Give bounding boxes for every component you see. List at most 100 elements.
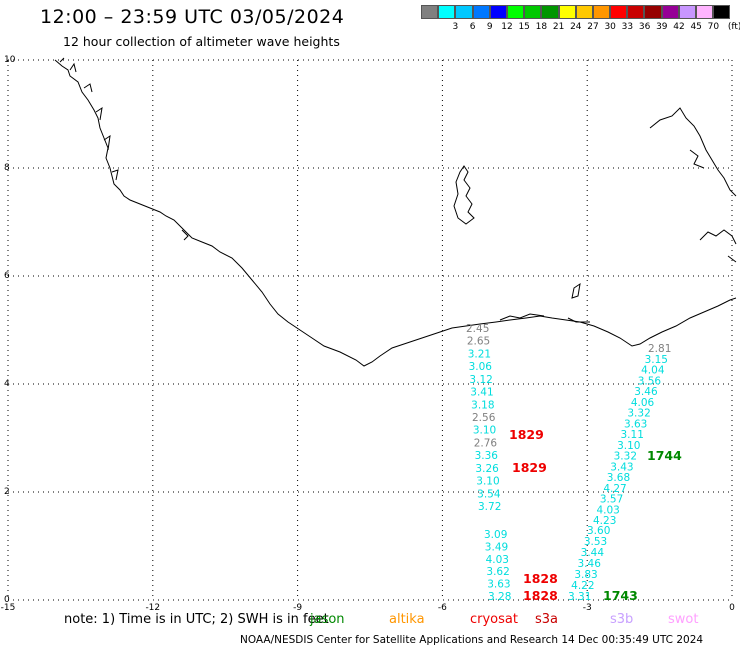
pass-time-label: 1828 xyxy=(523,588,558,603)
legend-swatch xyxy=(541,5,559,19)
legend-label: 45 xyxy=(690,22,702,32)
satellite-legend-altika: altika xyxy=(389,612,425,627)
swh-value-label: 3.43 xyxy=(610,461,633,473)
swh-value-label: 3.36 xyxy=(475,450,499,462)
pass-time-label: 1744 xyxy=(647,448,682,463)
x-tick-label: -15 xyxy=(1,603,16,613)
x-tick-label: -9 xyxy=(293,603,302,613)
legend-swatch xyxy=(678,5,696,19)
swh-value-label: 4.03 xyxy=(596,504,619,516)
legend-label: 70 xyxy=(707,22,720,32)
y-tick-label: 10 xyxy=(4,55,16,65)
swh-value-label: 3.62 xyxy=(486,566,509,578)
satellite-legend-jason: jason xyxy=(310,612,345,627)
legend-label: 18 xyxy=(535,22,548,32)
swh-value-label: 3.56 xyxy=(638,375,662,387)
swh-value-label: 2.76 xyxy=(474,437,498,449)
legend-label: 27 xyxy=(587,22,599,32)
x-tick-label: 0 xyxy=(729,603,735,613)
altimeter-tracks: 2.452.653.213.063.123.413.182.563.102.76… xyxy=(466,323,671,603)
legend-label: 15 xyxy=(518,22,530,32)
legend-swatch xyxy=(421,5,439,19)
swh-value-label: 3.83 xyxy=(574,569,597,581)
coastline-detail xyxy=(59,57,590,323)
legend-swatch xyxy=(627,5,645,19)
legend-swatch xyxy=(575,5,593,19)
legend-label: 6 xyxy=(469,22,476,32)
swh-value-label: 3.44 xyxy=(581,547,605,559)
swh-value-label: 4.04 xyxy=(641,365,665,377)
legend-swatches xyxy=(421,5,731,19)
footnote: note: 1) Time is in UTC; 2) SWH is in fe… xyxy=(64,612,329,627)
legend-label: 21 xyxy=(552,22,565,32)
satellite-legend-s3a: s3a xyxy=(535,612,559,627)
swh-value-label: 4.22 xyxy=(571,580,594,592)
swh-value-label: 3.63 xyxy=(487,579,510,591)
legend-label: 24 xyxy=(570,22,582,32)
swh-value-label: 2.45 xyxy=(466,323,489,335)
legend-label: 33 xyxy=(621,22,634,32)
legend-swatch xyxy=(455,5,473,19)
swh-value-label: 3.49 xyxy=(485,541,508,553)
x-tick-label: -12 xyxy=(145,603,160,613)
chart-subtitle: 12 hour collection of altimeter wave hei… xyxy=(63,34,340,49)
satellite-legend-cryosat: cryosat xyxy=(470,612,518,627)
legend-label: 36 xyxy=(638,22,651,32)
legend-swatch xyxy=(696,5,714,19)
swh-value-label: 3.53 xyxy=(584,536,607,548)
satellite-legend-s3b: s3b xyxy=(610,612,634,627)
legend-swatch xyxy=(713,5,731,19)
swh-value-label: 3.31 xyxy=(568,591,591,603)
legend-swatch xyxy=(524,5,542,19)
legend-swatch xyxy=(610,5,628,19)
northeast-coast xyxy=(649,107,737,263)
x-axis-ticks: -15 -12 -9 -6 -3 0 xyxy=(1,603,735,613)
legend-swatch xyxy=(558,5,576,19)
swh-value-label: 3.06 xyxy=(469,361,493,373)
swh-value-label: 2.65 xyxy=(467,336,490,348)
swh-value-label: 3.46 xyxy=(634,386,658,398)
swh-value-label: 3.32 xyxy=(627,408,650,420)
legend-label: 9 xyxy=(486,22,493,32)
swh-value-label: 3.72 xyxy=(478,501,501,513)
swh-value-label: 3.60 xyxy=(587,525,610,537)
x-tick-label: -6 xyxy=(438,603,447,613)
swh-value-label: 3.10 xyxy=(473,425,496,437)
swh-value-label: 3.41 xyxy=(470,387,493,399)
legend-swatch xyxy=(438,5,456,19)
legend-label: 42 xyxy=(673,22,685,32)
legend-swatch xyxy=(506,5,525,19)
lake-shape xyxy=(453,165,475,225)
swh-value-label: 3.12 xyxy=(469,374,492,386)
coastline xyxy=(54,59,737,367)
swh-value-label: 4.23 xyxy=(593,515,616,527)
swh-value-label: 3.09 xyxy=(484,529,507,541)
credit-line: NOAA/NESDIS Center for Satellite Applica… xyxy=(240,634,704,646)
swh-value-label: 3.26 xyxy=(475,463,499,475)
pass-time-labels: 1829 1829 1744 1828 1828 1743 xyxy=(509,427,682,603)
swh-value-label: 3.68 xyxy=(607,472,630,484)
legend-swatch xyxy=(592,5,611,19)
swh-value-label: 4.27 xyxy=(603,483,626,495)
pass-time-label: 1828 xyxy=(523,571,558,586)
legend-swatch xyxy=(644,5,662,19)
swh-value-label: 3.15 xyxy=(645,354,668,366)
y-tick-label: 6 xyxy=(4,271,10,281)
pass-time-label: 1829 xyxy=(512,460,547,475)
swh-value-label: 3.21 xyxy=(468,348,491,360)
legend-label: 30 xyxy=(604,22,616,32)
swh-value-label: 2.56 xyxy=(472,412,496,424)
legend-label: 12 xyxy=(501,22,513,32)
swh-value-label: 3.46 xyxy=(578,558,602,570)
swh-value-label: 2.81 xyxy=(648,343,671,355)
swh-value-label: 3.11 xyxy=(621,429,644,441)
map-grid xyxy=(7,59,733,601)
legend-label: 3 xyxy=(452,22,459,32)
legend-unit: (ft) xyxy=(727,22,740,32)
chart-title: 12:00 – 23:59 UTC 03/05/2024 xyxy=(40,6,345,28)
swh-value-label: 3.18 xyxy=(471,399,494,411)
satellite-legend-swot: swot xyxy=(668,612,699,627)
